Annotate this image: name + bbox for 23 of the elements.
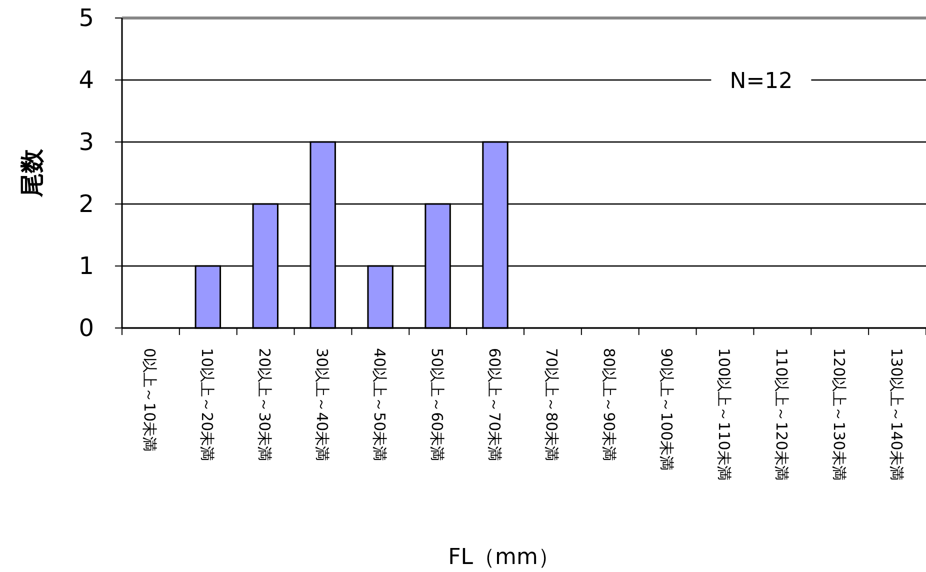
x-tick-label: 120以上～130未満 — [830, 348, 848, 480]
y-tick-label: 3 — [78, 128, 94, 156]
x-tick-label: 10以上～20未満 — [198, 348, 216, 462]
annotation: N=12 — [730, 69, 793, 94]
y-tick-label: 4 — [78, 66, 94, 94]
y-axis-title: 尾数 — [18, 148, 46, 198]
x-tick-label: 30以上～40未満 — [313, 348, 331, 462]
x-tick-label: 50以上～60未満 — [428, 348, 446, 462]
y-tick-label: 2 — [78, 190, 94, 218]
x-tick-label: 60以上～70未満 — [485, 348, 504, 462]
x-axis-title: FL（mm） — [448, 545, 560, 570]
y-tick-label: 1 — [78, 252, 94, 280]
y-tick-label: 5 — [78, 4, 94, 32]
x-tick-label: 0以上～10未満 — [140, 348, 159, 452]
x-tick-label: 90以上～100未満 — [658, 348, 676, 471]
x-tick-label: 40以上～50未満 — [370, 348, 388, 462]
x-tick-label: 70以上～80未満 — [542, 348, 561, 462]
x-tick-label: 80以上～90未満 — [600, 348, 618, 462]
y-tick-label: 0 — [78, 314, 94, 342]
x-tick-label: 20以上～30未満 — [256, 348, 274, 462]
x-tick-label: 110以上～120未満 — [772, 348, 790, 480]
x-tick-label: 130以上～140未満 — [887, 348, 906, 480]
x-tick-label: 100以上～110未満 — [715, 348, 733, 480]
